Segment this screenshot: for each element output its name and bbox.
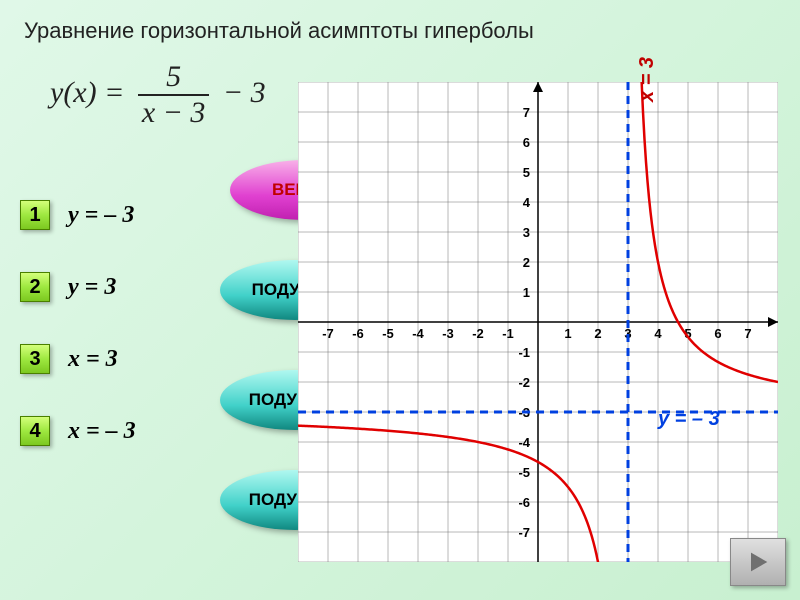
answer-row: 4 x = – 3 [20,416,136,446]
answer-3-button[interactable]: 3 [20,344,50,374]
svg-text:-5: -5 [382,326,394,341]
vertical-asymptote-label: x = 3 [636,57,659,102]
formula-num: 5 [138,60,210,96]
answer-2-text: y = 3 [68,274,116,301]
svg-text:2: 2 [594,326,601,341]
play-icon [744,548,772,576]
svg-text:7: 7 [523,105,530,120]
svg-text:4: 4 [523,195,531,210]
next-button[interactable] [730,538,786,586]
answer-1-button[interactable]: 1 [20,200,50,230]
svg-text:6: 6 [714,326,721,341]
svg-text:7: 7 [744,326,751,341]
answer-2-button[interactable]: 2 [20,272,50,302]
svg-text:-2: -2 [472,326,484,341]
svg-text:2: 2 [523,255,530,270]
svg-text:-5: -5 [518,465,530,480]
formula-lhs: y(x) = [50,76,124,109]
formula-den: x − 3 [138,96,210,130]
svg-text:-7: -7 [322,326,334,341]
graph: -7-6-5-4-3-2-11234567-7-6-5-4-3-2-112345… [298,82,778,562]
answer-4-button[interactable]: 4 [20,416,50,446]
answers-list: 1 y = – 3 2 y = 3 3 x = 3 4 x = – 3 [20,200,136,488]
svg-text:-7: -7 [518,525,530,540]
svg-text:-6: -6 [352,326,364,341]
answer-4-text: x = – 3 [68,418,136,445]
svg-text:6: 6 [523,135,530,150]
answer-3-text: x = 3 [68,346,118,373]
svg-text:-1: -1 [502,326,514,341]
answer-1-text: y = – 3 [68,202,134,229]
answer-row: 2 y = 3 [20,272,136,302]
svg-text:-4: -4 [412,326,424,341]
svg-text:-4: -4 [518,435,530,450]
svg-text:-3: -3 [442,326,454,341]
svg-text:1: 1 [523,285,530,300]
svg-text:5: 5 [523,165,530,180]
svg-text:4: 4 [654,326,662,341]
horizontal-asymptote-label: y = – 3 [658,408,720,431]
svg-text:1: 1 [564,326,571,341]
answer-row: 1 y = – 3 [20,200,136,230]
answer-row: 3 x = 3 [20,344,136,374]
formula: y(x) = 5 x − 3 − 3 [50,60,266,130]
svg-text:-2: -2 [518,375,530,390]
formula-tail: − 3 [223,76,266,109]
svg-text:-1: -1 [518,345,530,360]
page-title: Уравнение горизонтальной асимптоты гипер… [24,18,534,44]
svg-text:-6: -6 [518,495,530,510]
svg-text:3: 3 [523,225,530,240]
graph-svg: -7-6-5-4-3-2-11234567-7-6-5-4-3-2-112345… [298,82,778,562]
